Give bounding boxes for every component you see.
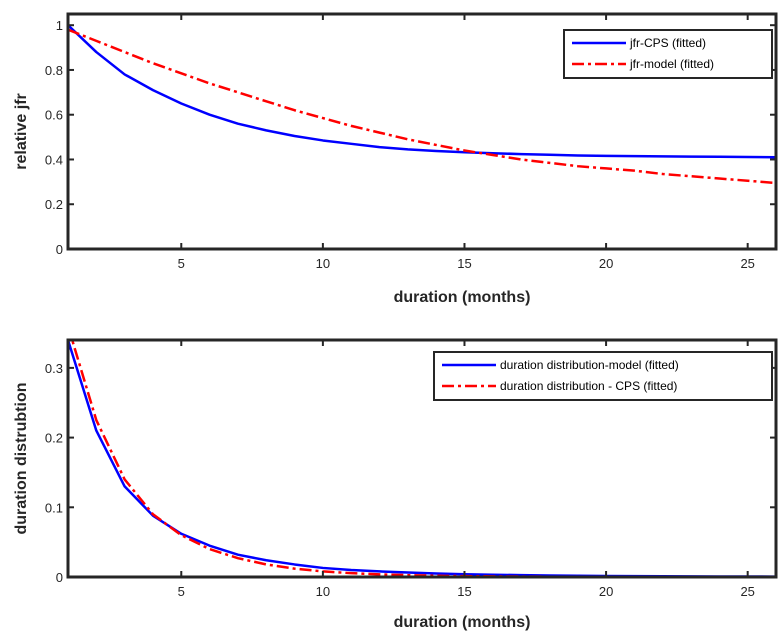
y-tick-label: 0.1 [45,500,63,515]
legend-box [563,29,773,79]
y-tick-label: 0.4 [45,152,63,167]
y-tick-label: 0.6 [45,108,63,123]
legend-box [433,351,773,401]
chart-2: 5 10 15 20 25 0 0.1 0.2 0.3 duration (months) dura… [13,338,778,631]
x-tick-label: 20 [599,584,613,599]
y-tick-label: 0.2 [45,431,63,446]
x-tick-label: 5 [178,584,185,599]
y-tick-label: 0 [56,570,63,585]
legend: jfr-CPS (fitted) jfr-model (fitted) [563,29,773,79]
legend-entry-label: duration distribution - CPS (fitted) [500,379,677,393]
x-tick-label: 10 [316,256,330,271]
x-tick-label: 25 [740,256,754,271]
x-axis-label: duration (months) [394,614,531,631]
y-tick-label: 0.2 [45,197,63,212]
series-line-2 [68,28,776,185]
y-tick-label: 0.8 [45,63,63,78]
y-tick-label: 0 [56,242,63,257]
series-line-1 [68,24,776,159]
legend-entry-label: duration distribution-model (fitted) [500,358,679,372]
y-axis-label: relative jfr [13,93,30,169]
legend: duration distribution-model (fitted) dura… [433,351,773,401]
axes-box [66,12,778,251]
x-tick-label: 15 [457,256,471,271]
x-tick-label: 10 [316,584,330,599]
x-axis-label: duration (months) [394,289,531,306]
legend-entry-label: jfr-model (fitted) [629,57,714,71]
x-tick-label: 5 [178,256,185,271]
chart-1: 5 10 15 20 25 0 0.2 0.4 0.6 0.8 1 duration (months)… [13,12,778,306]
x-tick-label: 20 [599,256,613,271]
x-tick-label: 15 [457,584,471,599]
y-tick-label: 0.3 [45,361,63,376]
legend-entry-label: jfr-CPS (fitted) [629,36,706,50]
series-line-2 [70,340,776,577]
x-tick-label: 25 [740,584,754,599]
y-tick-label: 1 [56,18,63,33]
axes-box [66,338,778,579]
y-axis-label: duration distrubtion [13,383,30,535]
